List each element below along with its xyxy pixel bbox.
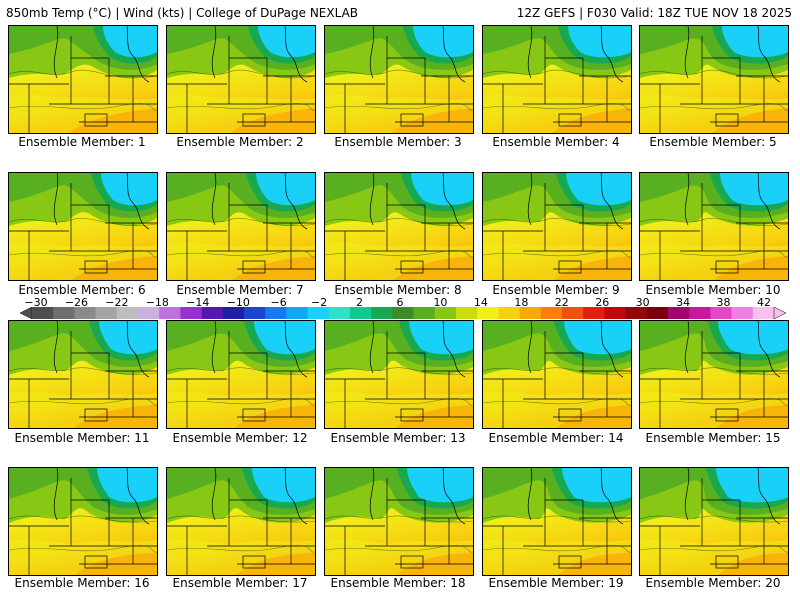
ensemble-member-caption: Ensemble Member: 10 bbox=[645, 283, 781, 297]
colorbar-tick-label: −30 bbox=[24, 296, 48, 309]
run-valid-time: 12Z GEFS | F030 Valid: 18Z TUE NOV 18 20… bbox=[516, 6, 792, 20]
ensemble-map-panel bbox=[639, 25, 789, 134]
colorbar-segment bbox=[498, 307, 520, 319]
ensemble-map-panel bbox=[482, 467, 632, 576]
colorbar-tick-label: 6 bbox=[396, 296, 404, 309]
ensemble-member-caption: Ensemble Member: 17 bbox=[172, 576, 308, 590]
colorbar-tick-label: 38 bbox=[716, 296, 731, 309]
colorbar-tick-label: 10 bbox=[433, 296, 448, 309]
ensemble-map-panel bbox=[639, 172, 789, 281]
ensemble-map-panel bbox=[482, 320, 632, 429]
colorbar-segment bbox=[625, 307, 648, 319]
colorbar-segment bbox=[371, 307, 393, 319]
ensemble-map-panel bbox=[639, 467, 789, 576]
map-title: 850mb Temp (°C) | Wind (kts) | College o… bbox=[6, 6, 359, 20]
colorbar-segment bbox=[307, 307, 330, 319]
colorbar-segment bbox=[413, 307, 436, 319]
colorbar-segment bbox=[138, 307, 160, 319]
ensemble-member-caption: Ensemble Member: 14 bbox=[488, 431, 624, 445]
colorbar-segment bbox=[116, 307, 139, 319]
ensemble-member-caption: Ensemble Member: 1 bbox=[18, 135, 146, 149]
colorbar-segment bbox=[53, 307, 75, 319]
colorbar-tick-label: −2 bbox=[311, 296, 328, 309]
ensemble-member-caption: Ensemble Member: 18 bbox=[330, 576, 466, 590]
colorbar-segment bbox=[392, 307, 414, 319]
colorbar-segment bbox=[731, 307, 754, 319]
colorbar-max-arrow bbox=[773, 307, 786, 319]
colorbar-segment bbox=[201, 307, 224, 319]
colorbar-segment bbox=[328, 307, 351, 319]
colorbar-segment bbox=[689, 307, 711, 319]
colorbar-segment bbox=[540, 307, 563, 319]
temperature-colorbar bbox=[20, 307, 786, 319]
ensemble-member-caption: Ensemble Member: 7 bbox=[176, 283, 304, 297]
ensemble-member-caption: Ensemble Member: 5 bbox=[649, 135, 777, 149]
ensemble-member-caption: Ensemble Member: 11 bbox=[14, 431, 150, 445]
ensemble-map-panel bbox=[482, 25, 632, 134]
ensemble-member-caption: Ensemble Member: 19 bbox=[488, 576, 624, 590]
colorbar-segment bbox=[456, 307, 478, 319]
colorbar-segment bbox=[265, 307, 287, 319]
colorbar-segment bbox=[519, 307, 542, 319]
colorbar-segment bbox=[710, 307, 732, 319]
ensemble-map-panel bbox=[324, 320, 474, 429]
colorbar-segment bbox=[180, 307, 202, 319]
colorbar-segment bbox=[646, 307, 669, 319]
colorbar-segment bbox=[604, 307, 626, 319]
colorbar-tick-label: 22 bbox=[554, 296, 569, 309]
colorbar-segment bbox=[32, 307, 54, 319]
colorbar-tick-label: 18 bbox=[514, 296, 529, 309]
colorbar-tick-label: −26 bbox=[64, 296, 89, 309]
ensemble-map-panel bbox=[166, 172, 316, 281]
colorbar-tick-label: 26 bbox=[595, 296, 610, 309]
ensemble-member-caption: Ensemble Member: 6 bbox=[18, 283, 146, 297]
colorbar-segment bbox=[583, 307, 605, 319]
ensemble-map-panel bbox=[8, 320, 158, 429]
colorbar-segment bbox=[752, 307, 775, 319]
ensemble-map-panel bbox=[166, 467, 316, 576]
colorbar-segment bbox=[668, 307, 690, 319]
colorbar-tick-label: 42 bbox=[757, 296, 771, 309]
ensemble-member-caption: Ensemble Member: 4 bbox=[492, 135, 620, 149]
colorbar-tick-label: −14 bbox=[186, 296, 210, 309]
colorbar-tick-label: −6 bbox=[270, 296, 287, 309]
colorbar-segment bbox=[434, 307, 457, 319]
colorbar-segment bbox=[244, 307, 266, 319]
ensemble-member-caption: Ensemble Member: 13 bbox=[330, 431, 466, 445]
colorbar-tick-label: 30 bbox=[635, 296, 650, 309]
ensemble-member-caption: Ensemble Member: 3 bbox=[334, 135, 462, 149]
ensemble-map-panel bbox=[639, 320, 789, 429]
ensemble-map-panel bbox=[8, 172, 158, 281]
ensemble-member-caption: Ensemble Member: 9 bbox=[492, 283, 620, 297]
ensemble-member-caption: Ensemble Member: 12 bbox=[172, 431, 308, 445]
ensemble-member-caption: Ensemble Member: 8 bbox=[334, 283, 462, 297]
colorbar-segment bbox=[562, 307, 584, 319]
ensemble-map-panel bbox=[166, 25, 316, 134]
colorbar-tick-label: −18 bbox=[145, 296, 169, 309]
colorbar-tick-label: −10 bbox=[226, 296, 250, 309]
ensemble-map-panel bbox=[324, 172, 474, 281]
colorbar-tick-label: 2 bbox=[356, 296, 364, 309]
ensemble-member-caption: Ensemble Member: 15 bbox=[645, 431, 781, 445]
colorbar-segment bbox=[95, 307, 118, 319]
ensemble-map-panel bbox=[482, 172, 632, 281]
ensemble-map-panel bbox=[8, 467, 158, 576]
colorbar-segment bbox=[350, 307, 372, 319]
colorbar-segment bbox=[286, 307, 308, 319]
colorbar-segment bbox=[74, 307, 96, 319]
ensemble-map-panel bbox=[324, 25, 474, 134]
colorbar-tick-label: 14 bbox=[473, 296, 488, 309]
colorbar-segment bbox=[159, 307, 181, 319]
ensemble-member-caption: Ensemble Member: 2 bbox=[176, 135, 304, 149]
ensemble-map-panel bbox=[166, 320, 316, 429]
ensemble-member-caption: Ensemble Member: 20 bbox=[645, 576, 781, 590]
colorbar-segment bbox=[477, 307, 499, 319]
colorbar-tick-label: −22 bbox=[105, 296, 129, 309]
ensemble-map-panel bbox=[8, 25, 158, 134]
colorbar-tick-label: 34 bbox=[676, 296, 691, 309]
ensemble-member-caption: Ensemble Member: 16 bbox=[14, 576, 150, 590]
ensemble-map-panel bbox=[324, 467, 474, 576]
colorbar-segment bbox=[222, 307, 245, 319]
